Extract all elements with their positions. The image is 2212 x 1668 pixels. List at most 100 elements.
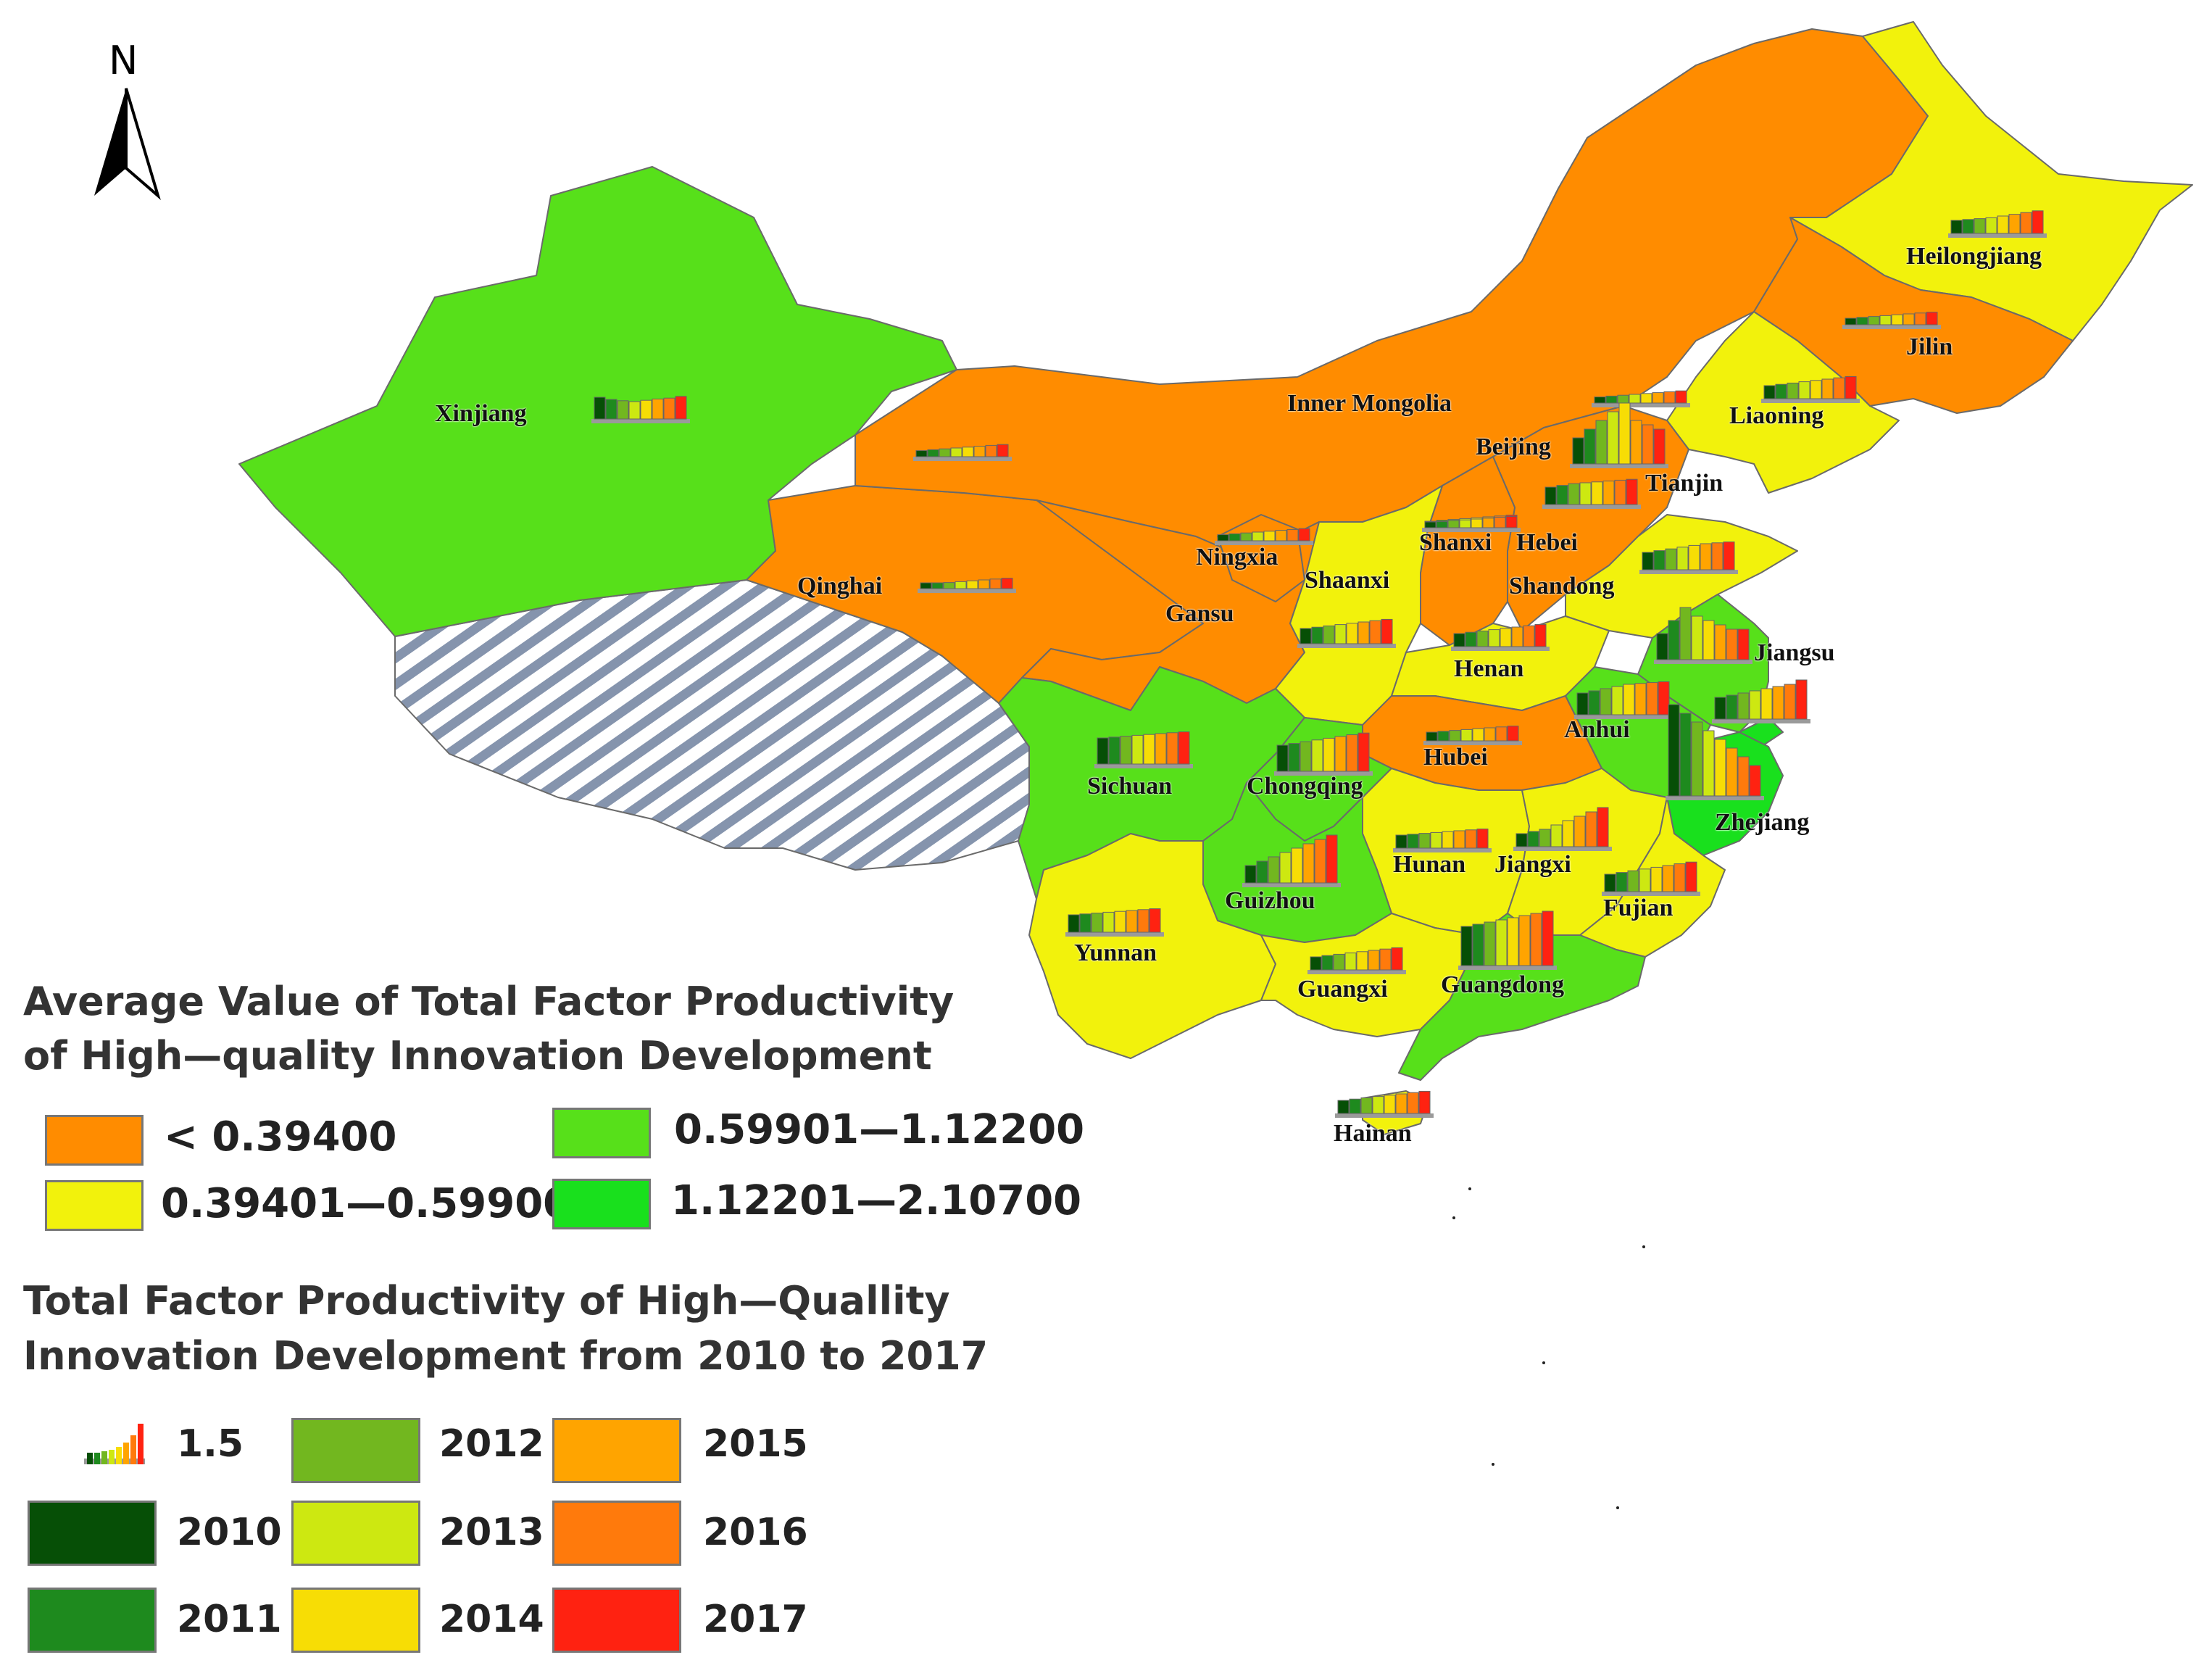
- mini-bar-jilin-2017: [1926, 312, 1938, 325]
- mini-bar-jiangxi-2015: [1573, 816, 1586, 847]
- mini-chart-jiangxi: [1513, 807, 1612, 851]
- province-label-jiangxi: Jiangxi: [1494, 851, 1571, 878]
- province-label-xinjiang: Xinjiang: [435, 400, 527, 427]
- mini-chart-shanxi: [1422, 515, 1521, 532]
- mini-bar-jilin-2011: [1856, 317, 1868, 325]
- mini-bar-qinghai-2015: [978, 579, 990, 589]
- mini-bar-guangdong-2013: [1495, 919, 1508, 966]
- mini-bar-jiangsu-2013: [1691, 615, 1703, 660]
- mini-bar-shanghai-2010: [1714, 697, 1726, 720]
- mini-bar-beijing-2013: [1607, 411, 1619, 465]
- mini-bar-guizhou-2017: [1326, 834, 1338, 884]
- mini-bar-beijing-2011: [1584, 428, 1596, 465]
- mini-bar-hubei-2010: [1426, 731, 1438, 742]
- mini-bar-yunnan-2015: [1126, 910, 1138, 933]
- mini-chart-hainan: [1335, 1090, 1434, 1118]
- mini-bar-xinjiang-2012: [617, 400, 629, 420]
- mini-bar-hubei-2017: [1507, 726, 1519, 742]
- mini-chart-ningxia: [1215, 528, 1313, 545]
- mini-bar-chongqing-2010: [1276, 744, 1289, 772]
- mini-chart-baseline: [1393, 848, 1492, 852]
- mini-bar-inner-mongolia-2012: [1617, 394, 1629, 404]
- legend-year-2015-label: 2015: [703, 1422, 808, 1466]
- mini-bar-hunan-2012: [1418, 833, 1431, 849]
- mini-bar-fujian-2013: [1639, 868, 1651, 892]
- mini-chart-gansu: [913, 444, 1012, 461]
- mini-bar-shandong-2014: [1688, 544, 1700, 570]
- province-label-guangdong: Guangdong: [1441, 971, 1565, 998]
- mini-bar-shandong-2017: [1723, 542, 1735, 570]
- mini-bar-inner-mongolia-2011: [1605, 395, 1618, 404]
- mini-chart-hunan: [1393, 829, 1492, 852]
- mini-bar-shanghai-2011: [1726, 694, 1738, 720]
- mini-bar-liaoning-2013: [1798, 381, 1810, 399]
- mini-bar-shaanxi-2012: [1323, 625, 1335, 644]
- mini-chart-baseline: [1458, 966, 1557, 970]
- mini-chart-baseline: [1065, 932, 1164, 937]
- province-label-heilongjiang: Heilongjiang: [1906, 243, 2042, 270]
- legend-year-2016-swatch: [552, 1501, 681, 1566]
- mini-bar-shanghai-2014: [1760, 688, 1773, 720]
- mini-chart-baseline: [1451, 647, 1550, 651]
- mini-bar-chongqing-2015: [1334, 736, 1347, 772]
- mini-bar-liaoning-2014: [1810, 380, 1822, 399]
- mini-bar-liaoning-2012: [1787, 382, 1799, 399]
- mini-bar-guizhou-2010: [1244, 865, 1257, 884]
- mini-bar-yunnan-2014: [1114, 910, 1126, 933]
- mini-bar-jiangsu-2015: [1714, 624, 1726, 660]
- mini-bar-fujian-2010: [1604, 874, 1616, 892]
- mini-bar-zhejiang-2017: [1749, 765, 1761, 797]
- province-label-yunnan: Yunnan: [1074, 939, 1157, 966]
- legend-year-2013-label: 2013: [439, 1511, 544, 1554]
- mini-bar-guangxi-2014: [1356, 951, 1368, 971]
- mini-bar-jilin-2015: [1903, 313, 1915, 325]
- mini-bar-ningxia-2013: [1252, 531, 1264, 542]
- mini-bar-liaoning-2017: [1845, 375, 1857, 399]
- mini-bar-gansu-2014: [962, 447, 974, 457]
- mini-bar-tianjin-2013: [1579, 482, 1592, 505]
- mini-bar-jiangsu-2011: [1668, 620, 1680, 660]
- mini-chart-baseline: [1574, 715, 1673, 719]
- mini-bar-hainan-2014: [1384, 1095, 1396, 1114]
- mini-chart-beijing: [1570, 402, 1668, 468]
- mini-bar-guangdong-2010: [1460, 926, 1473, 966]
- mini-bar-shanghai-2015: [1772, 686, 1784, 720]
- mini-bar-qinghai-2012: [943, 582, 955, 589]
- mini-bar-hunan-2014: [1442, 831, 1454, 849]
- province-label-guizhou: Guizhou: [1225, 887, 1315, 914]
- mini-bar-gansu-2012: [939, 448, 951, 457]
- mini-bar-jiangxi-2013: [1550, 824, 1563, 847]
- legend-year-2011-label: 2011: [177, 1598, 282, 1641]
- mini-bar-tianjin-2010: [1544, 486, 1557, 505]
- mini-bar-henan-2012: [1476, 630, 1489, 647]
- mini-bar-hunan-2016: [1465, 829, 1477, 849]
- mini-bar-jiangxi-2011: [1527, 831, 1539, 847]
- mini-bar-anhui-2017: [1658, 681, 1670, 715]
- mini-chart-guangxi: [1307, 947, 1406, 974]
- mini-bar-guangdong-2015: [1518, 915, 1531, 966]
- mini-bar-guizhou-2013: [1279, 852, 1292, 884]
- mini-bar-ningxia-2016: [1286, 528, 1299, 542]
- mini-bar-xinjiang-2016: [663, 397, 675, 420]
- mini-bar-shandong-2010: [1642, 552, 1654, 570]
- mini-bar-hunan-2017: [1476, 829, 1489, 849]
- mini-bar-chongqing-2017: [1357, 732, 1370, 772]
- mini-bar-shanghai-2013: [1749, 690, 1761, 720]
- mini-chart-qinghai: [918, 578, 1016, 593]
- mini-bar-tianjin-2014: [1591, 481, 1603, 505]
- mini-chart-baseline: [1542, 505, 1641, 509]
- mini-bar-chongqing-2014: [1323, 737, 1335, 772]
- mini-bar-guangxi-2017: [1391, 947, 1403, 971]
- mini-bar-henan-2013: [1488, 629, 1500, 647]
- legend-class-3-label: 0.59901—1.12200: [674, 1106, 1085, 1153]
- mini-bar-shaanxi-2015: [1357, 621, 1370, 644]
- legend-year-2014-label: 2014: [439, 1598, 544, 1641]
- mini-bar-qinghai-2017: [1001, 578, 1013, 589]
- mini-bar-chongqing-2013: [1311, 739, 1323, 772]
- mini-chart-shaanxi: [1297, 618, 1396, 648]
- mini-bar-jiangxi-2014: [1562, 820, 1574, 847]
- mini-bar-henan-2017: [1534, 623, 1547, 647]
- province-label-hubei: Hubei: [1423, 744, 1488, 771]
- mini-bar-guangdong-2016: [1530, 913, 1542, 966]
